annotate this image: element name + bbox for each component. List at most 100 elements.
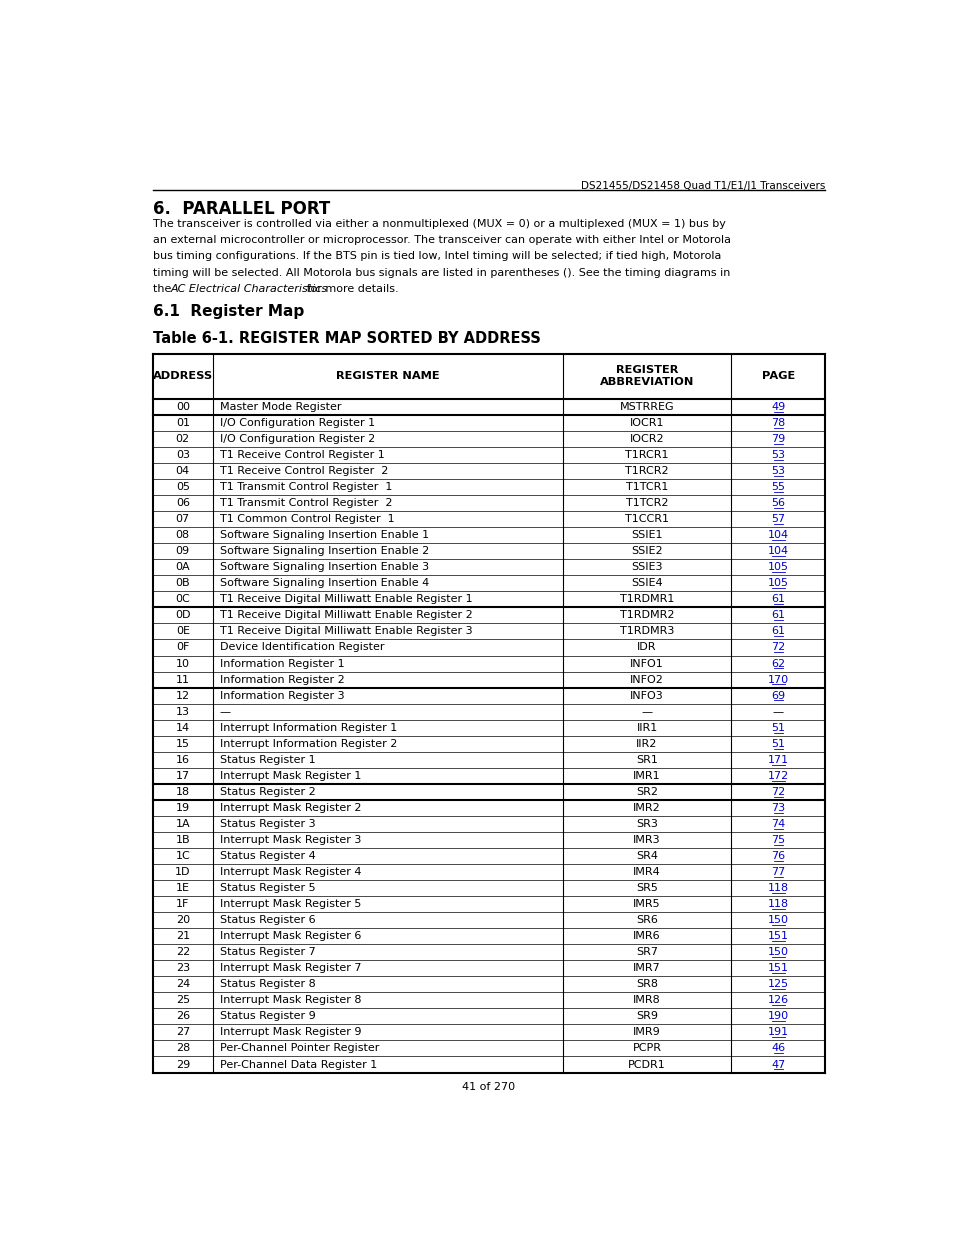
Text: Status Register 7: Status Register 7	[219, 947, 315, 957]
Text: 190: 190	[767, 1011, 788, 1021]
Text: Software Signaling Insertion Enable 2: Software Signaling Insertion Enable 2	[219, 546, 429, 556]
Text: Software Signaling Insertion Enable 3: Software Signaling Insertion Enable 3	[219, 562, 429, 572]
Text: 77: 77	[770, 867, 784, 877]
Text: IOCR2: IOCR2	[629, 433, 663, 445]
Text: 75: 75	[770, 835, 784, 845]
Text: T1RDMR2: T1RDMR2	[619, 610, 674, 620]
Text: Status Register 8: Status Register 8	[219, 979, 315, 989]
Text: ADDRESS: ADDRESS	[152, 372, 213, 382]
Text: SSIE4: SSIE4	[631, 578, 662, 588]
Text: 78: 78	[770, 417, 784, 429]
Text: Software Signaling Insertion Enable 4: Software Signaling Insertion Enable 4	[219, 578, 429, 588]
Text: Information Register 1: Information Register 1	[219, 658, 344, 668]
Text: 29: 29	[175, 1060, 190, 1070]
Text: SSIE3: SSIE3	[631, 562, 662, 572]
Text: 61: 61	[770, 610, 784, 620]
Text: SR8: SR8	[636, 979, 658, 989]
Text: REGISTER
ABBREVIATION: REGISTER ABBREVIATION	[599, 366, 694, 388]
Text: 73: 73	[770, 803, 784, 813]
Text: Master Mode Register: Master Mode Register	[219, 401, 341, 412]
Text: 72: 72	[770, 787, 784, 797]
Text: 0B: 0B	[175, 578, 190, 588]
Text: 62: 62	[770, 658, 784, 668]
Text: Interrupt Mask Register 3: Interrupt Mask Register 3	[219, 835, 361, 845]
Text: Device Identification Register: Device Identification Register	[219, 642, 384, 652]
Text: 69: 69	[770, 690, 784, 700]
Text: 56: 56	[770, 498, 784, 508]
Text: 53: 53	[770, 466, 784, 475]
Text: SR5: SR5	[636, 883, 658, 893]
Text: T1 Common Control Register  1: T1 Common Control Register 1	[219, 514, 394, 524]
Text: 172: 172	[767, 771, 788, 781]
Text: 150: 150	[767, 915, 788, 925]
Text: 08: 08	[175, 530, 190, 540]
Text: DS21455/DS21458 Quad T1/E1/J1 Transceivers: DS21455/DS21458 Quad T1/E1/J1 Transceive…	[580, 180, 824, 190]
Text: SR6: SR6	[636, 915, 658, 925]
Text: 16: 16	[175, 755, 190, 764]
Text: 118: 118	[767, 899, 788, 909]
Text: IMR2: IMR2	[633, 803, 660, 813]
Text: 25: 25	[175, 995, 190, 1005]
Text: 72: 72	[770, 642, 784, 652]
Text: 151: 151	[767, 963, 788, 973]
Text: 53: 53	[770, 450, 784, 459]
Text: 171: 171	[767, 755, 788, 764]
Text: 0D: 0D	[174, 610, 191, 620]
Text: 1F: 1F	[176, 899, 190, 909]
Text: 02: 02	[175, 433, 190, 445]
Text: 125: 125	[767, 979, 788, 989]
Text: Interrupt Information Register 2: Interrupt Information Register 2	[219, 739, 396, 748]
Text: Table 6-1. REGISTER MAP SORTED BY ADDRESS: Table 6-1. REGISTER MAP SORTED BY ADDRES…	[152, 331, 539, 346]
Text: 19: 19	[175, 803, 190, 813]
Text: T1 Transmit Control Register  2: T1 Transmit Control Register 2	[219, 498, 392, 508]
Text: 12: 12	[175, 690, 190, 700]
Text: Interrupt Mask Register 4: Interrupt Mask Register 4	[219, 867, 361, 877]
Text: 03: 03	[175, 450, 190, 459]
Text: 1C: 1C	[175, 851, 190, 861]
Text: 1E: 1E	[175, 883, 190, 893]
Text: T1RCR1: T1RCR1	[624, 450, 668, 459]
Text: T1 Receive Control Register  2: T1 Receive Control Register 2	[219, 466, 388, 475]
Text: 104: 104	[767, 546, 788, 556]
Text: for more details.: for more details.	[302, 284, 397, 294]
Text: 11: 11	[175, 674, 190, 684]
Text: Per-Channel Pointer Register: Per-Channel Pointer Register	[219, 1044, 378, 1053]
Text: 06: 06	[175, 498, 190, 508]
Text: 0C: 0C	[175, 594, 190, 604]
Text: 18: 18	[175, 787, 190, 797]
Text: 07: 07	[175, 514, 190, 524]
Text: 104: 104	[767, 530, 788, 540]
Text: 0F: 0F	[176, 642, 190, 652]
Text: 00: 00	[175, 401, 190, 412]
Text: —: —	[640, 706, 652, 716]
Text: the: the	[152, 284, 174, 294]
Text: Information Register 2: Information Register 2	[219, 674, 344, 684]
Text: Interrupt Mask Register 1: Interrupt Mask Register 1	[219, 771, 361, 781]
Text: 21: 21	[175, 931, 190, 941]
Text: IOCR1: IOCR1	[629, 417, 663, 429]
Text: Interrupt Mask Register 5: Interrupt Mask Register 5	[219, 899, 361, 909]
Text: SR4: SR4	[636, 851, 658, 861]
Text: I/O Configuration Register 2: I/O Configuration Register 2	[219, 433, 375, 445]
Text: 6.1  Register Map: 6.1 Register Map	[152, 304, 303, 319]
Text: IMR3: IMR3	[633, 835, 660, 845]
Text: 41 of 270: 41 of 270	[462, 1082, 515, 1092]
Text: Status Register 3: Status Register 3	[219, 819, 315, 829]
Text: 10: 10	[175, 658, 190, 668]
Text: IDR: IDR	[637, 642, 656, 652]
Text: 118: 118	[767, 883, 788, 893]
Text: 61: 61	[770, 626, 784, 636]
Text: 126: 126	[767, 995, 788, 1005]
Text: SSIE2: SSIE2	[631, 546, 662, 556]
Text: Status Register 4: Status Register 4	[219, 851, 315, 861]
Text: 24: 24	[175, 979, 190, 989]
Text: 0A: 0A	[175, 562, 190, 572]
Text: 105: 105	[767, 578, 788, 588]
Text: IMR4: IMR4	[633, 867, 660, 877]
Text: 22: 22	[175, 947, 190, 957]
Text: bus timing configurations. If the BTS pin is tied low, Intel timing will be sele: bus timing configurations. If the BTS pi…	[152, 251, 720, 262]
Text: 17: 17	[175, 771, 190, 781]
Text: AC Electrical Characteristics: AC Electrical Characteristics	[171, 284, 328, 294]
Text: 0E: 0E	[175, 626, 190, 636]
Text: —: —	[772, 706, 783, 716]
